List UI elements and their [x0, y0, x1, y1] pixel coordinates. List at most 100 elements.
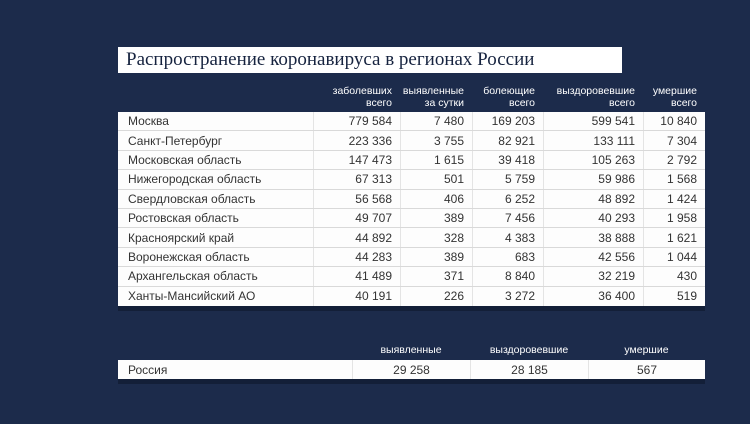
- russia-row-label: Россия: [128, 362, 168, 377]
- value-cell: 519: [643, 286, 705, 306]
- value-cell: 32 219: [543, 267, 643, 286]
- region-name-cell: Московская область: [128, 152, 242, 167]
- column-header: выявленные за сутки: [400, 82, 472, 109]
- column-header-line1: заболевших: [332, 85, 392, 97]
- value-cell: 7 480: [400, 112, 472, 131]
- column-header: выздоровевшие: [489, 344, 569, 356]
- value-cell: 406: [400, 189, 472, 208]
- russia-table-headers: выявленные выздоровевшие умершие: [118, 344, 705, 357]
- value-cell: 328: [400, 228, 472, 247]
- value-cell: 371: [400, 267, 472, 286]
- value-cell: 3 272: [472, 286, 543, 306]
- value-cell: 6 252: [472, 189, 543, 208]
- value-cell: 7 456: [472, 208, 543, 228]
- value-cell: 1 568: [643, 170, 705, 189]
- value-cell: 49 707: [313, 208, 400, 228]
- value-cell: 44 892: [313, 228, 400, 247]
- value-cell: 40 191: [313, 286, 400, 306]
- value-cell: 4 383: [472, 228, 543, 247]
- column-header: умершие: [624, 344, 669, 356]
- table-row: Ханты-Мансийский АО 40 191 226 3 272 36 400 5…: [118, 286, 705, 306]
- region-name-cell: Красноярский край: [128, 230, 235, 245]
- table-row: Воронежская область 44 283 389 683 42 556 1 0…: [118, 247, 705, 268]
- column-header-line2: за сутки: [424, 96, 464, 109]
- value-cell: 389: [400, 247, 472, 267]
- page-title: Распространение коронавируса в регионах …: [126, 49, 535, 70]
- column-header-line2: всего: [671, 96, 697, 109]
- value-cell: 169 203: [472, 112, 543, 131]
- value-cell: 430: [643, 267, 705, 286]
- value-cell: 1 621: [643, 228, 705, 247]
- value-cell: 28 185: [470, 360, 588, 379]
- table-row: Москва 779 584 7 480 169 203 599 541 10 840: [118, 112, 705, 132]
- value-cell: 1 958: [643, 208, 705, 228]
- region-name-cell: Ханты-Мансийский АО: [128, 289, 256, 304]
- region-name-cell: Санкт-Петербург: [128, 133, 223, 148]
- value-cell: 82 921: [472, 131, 543, 150]
- column-header-spacer: [118, 82, 313, 109]
- regions-table: Москва 779 584 7 480 169 203 599 541 10 840 Са…: [118, 112, 705, 306]
- value-cell: 5 759: [472, 170, 543, 189]
- value-cell: 223 336: [313, 131, 400, 150]
- value-cell: 40 293: [543, 208, 643, 228]
- value-cell: 39 418: [472, 150, 543, 170]
- table-row: Нижегородская область 67 313 501 5 759 59 98…: [118, 170, 705, 190]
- value-cell: 567: [588, 360, 705, 379]
- table-row: Санкт-Петербург 223 336 3 755 82 921 133 111…: [118, 131, 705, 151]
- value-cell: 41 489: [313, 267, 400, 286]
- value-cell: 599 541: [543, 112, 643, 131]
- column-header-line2: всего: [609, 96, 635, 109]
- value-cell: 1 424: [643, 189, 705, 208]
- value-cell: 38 888: [543, 228, 643, 247]
- region-name-cell: Москва: [128, 114, 169, 129]
- value-cell: 3 755: [400, 131, 472, 150]
- value-cell: 133 111: [543, 131, 643, 150]
- value-cell: 1 044: [643, 247, 705, 267]
- value-cell: 501: [400, 170, 472, 189]
- column-header: выявленные: [380, 344, 442, 356]
- column-header-line1: болеющие: [483, 85, 535, 97]
- value-cell: 147 473: [313, 150, 400, 170]
- table-row: Московская область 147 473 1 615 39 418 105 …: [118, 150, 705, 171]
- value-cell: 1 615: [400, 150, 472, 170]
- region-name-cell: Свердловская область: [128, 191, 256, 206]
- value-cell: 105 263: [543, 150, 643, 170]
- region-name-cell: Воронежская область: [128, 249, 250, 264]
- column-header-line2: всего: [366, 96, 392, 109]
- value-cell: 56 568: [313, 189, 400, 208]
- column-header-line1: выздоровевшие: [556, 85, 635, 97]
- table-row: Архангельская область 41 489 371 8 840 32 21…: [118, 267, 705, 287]
- value-cell: 7 304: [643, 131, 705, 150]
- region-name-cell: Нижегородская область: [128, 172, 262, 187]
- value-cell: 779 584: [313, 112, 400, 131]
- region-name-cell: Архангельская область: [128, 269, 258, 284]
- table-row: Ростовская область 49 707 389 7 456 40 293 1 …: [118, 208, 705, 229]
- value-cell: 10 840: [643, 112, 705, 131]
- column-header-line1: умершие: [652, 85, 697, 97]
- infographic-title-box: Распространение коронавируса в регионах …: [118, 47, 622, 73]
- table-row: Красноярский край 44 892 328 4 383 38 888 1 6…: [118, 228, 705, 248]
- value-cell: 2 792: [643, 150, 705, 170]
- column-header-spacer: [118, 344, 352, 357]
- russia-table: Россия 29 258 28 185 567: [118, 360, 705, 379]
- value-cell: 389: [400, 208, 472, 228]
- value-cell: 683: [472, 247, 543, 267]
- region-name-cell: Ростовская область: [128, 211, 239, 226]
- column-header: выздоровевшие всего: [543, 82, 643, 109]
- value-cell: 48 892: [543, 189, 643, 208]
- main-table-headers: заболевших всего выявленные за сутки болеющи…: [118, 82, 705, 109]
- column-header: умершие всего: [643, 82, 705, 109]
- value-cell: 44 283: [313, 247, 400, 267]
- table-row: Свердловская область 56 568 406 6 252 48 892…: [118, 189, 705, 209]
- value-cell: 59 986: [543, 170, 643, 189]
- value-cell: 36 400: [543, 286, 643, 306]
- column-header: болеющие всего: [472, 82, 543, 109]
- column-header-line1: выявленные: [402, 85, 464, 97]
- value-cell: 226: [400, 286, 472, 306]
- value-cell: 42 556: [543, 247, 643, 267]
- column-header: заболевших всего: [313, 82, 400, 109]
- value-cell: 67 313: [313, 170, 400, 189]
- value-cell: 29 258: [352, 360, 470, 379]
- column-header-line2: всего: [509, 96, 535, 109]
- value-cell: 8 840: [472, 267, 543, 286]
